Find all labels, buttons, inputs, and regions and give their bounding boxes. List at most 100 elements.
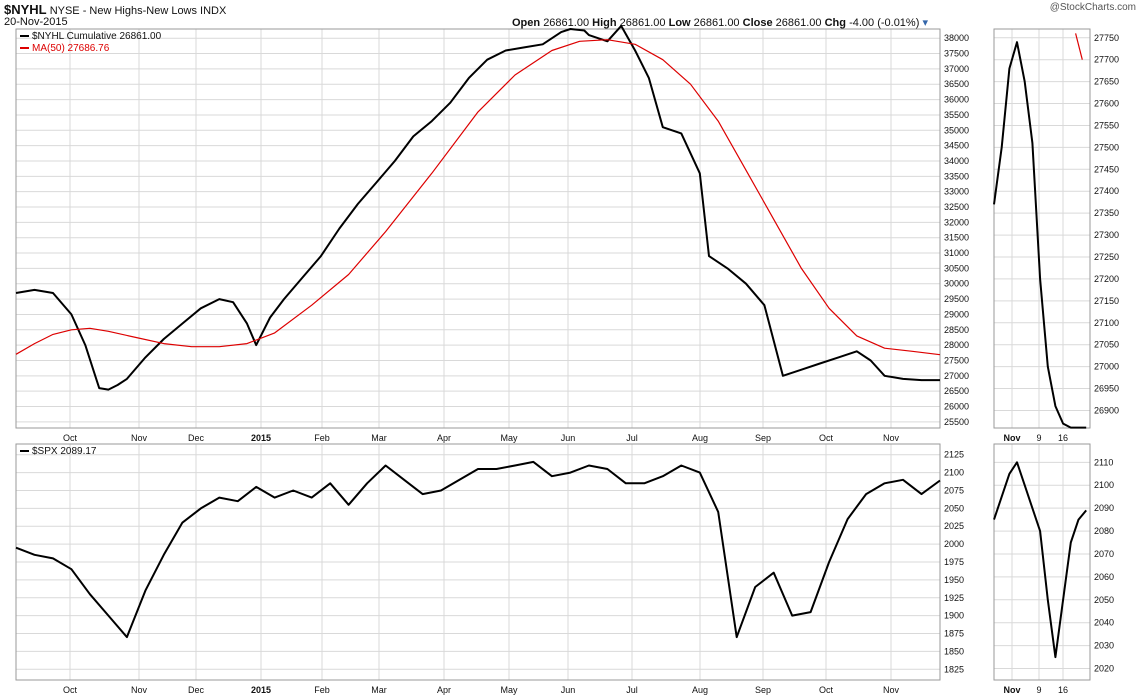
y-tick-label: 27250 [1094,252,1119,262]
legend-entry: $SPX 2089.17 [32,446,97,457]
x-tick-label: Oct [63,433,78,443]
x-tick-label: 9 [1036,685,1041,695]
y-tick-label: 1850 [944,646,964,656]
y-tick-label: 26000 [944,402,969,412]
y-tick-label: 27000 [944,371,969,381]
x-tick-label: 2015 [251,685,271,695]
chg-value: -4.00 (-0.01%) [849,17,920,29]
x-tick-label: Dec [188,685,205,695]
y-tick-label: 31000 [944,248,969,258]
price-line [15,24,940,391]
x-tick-label: Nov [883,433,900,443]
x-tick-label: Sep [755,685,771,695]
x-tick-label: Nov [1003,685,1020,695]
x-tick-label: 2015 [251,433,271,443]
y-tick-label: 27050 [1094,340,1119,350]
x-tick-label: May [500,433,518,443]
y-tick-label: 27400 [1094,186,1119,196]
symbol-description: NYSE - New Highs-New Lows INDX [49,5,227,17]
ma-line [15,39,941,356]
y-tick-label: 29000 [944,309,969,319]
y-tick-label: 1900 [944,611,964,621]
x-tick-label: Mar [371,433,387,443]
y-tick-label: 37000 [944,64,969,74]
plot-border [993,443,1091,681]
y-tick-label: 35500 [944,110,969,120]
y-tick-label: 27000 [1094,362,1119,372]
x-tick-label: May [500,685,518,695]
x-tick-label: Aug [692,685,708,695]
y-tick-label: 1950 [944,575,964,585]
chg-label: Chg [824,17,846,29]
y-tick-label: 2090 [1094,503,1114,513]
x-tick-label: Nov [1003,433,1020,443]
close-label: Close [742,17,773,29]
x-tick-label: Nov [131,433,148,443]
y-tick-label: 35000 [944,125,969,135]
x-tick-label: Feb [314,685,330,695]
y-tick-label: 1875 [944,629,964,639]
price-line [15,460,941,639]
x-tick-label: Oct [819,685,834,695]
price-line [993,461,1087,659]
x-tick-label: Jun [561,685,576,695]
x-tick-label: Feb [314,433,330,443]
x-tick-label: Apr [437,433,451,443]
y-tick-label: 30500 [944,263,969,273]
y-tick-label: 1825 [944,664,964,674]
y-tick-label: 37500 [944,49,969,59]
y-tick-label: 29500 [944,294,969,304]
x-tick-label: Dec [188,433,205,443]
y-tick-label: 27650 [1094,77,1119,87]
y-tick-label: 34000 [944,156,969,166]
x-tick-label: Sep [755,433,771,443]
y-tick-label: 27200 [1094,274,1119,284]
y-tick-label: 27100 [1094,318,1119,328]
x-tick-label: Nov [883,685,900,695]
dropdown-arrow-icon[interactable]: ▾ [922,17,928,29]
y-tick-label: 36000 [944,95,969,105]
plot-border [993,28,1091,429]
y-tick-label: 1925 [944,593,964,603]
y-tick-label: 2050 [1094,595,1114,605]
ohlc-readout: Open 26861.00 High 26861.00 Low 26861.00… [512,16,928,29]
high-value: 26861.00 [619,17,666,29]
high-label: High [592,17,617,29]
y-tick-label: 2020 [1094,664,1114,674]
y-tick-label: 27500 [944,355,969,365]
y-tick-label: 26900 [1094,405,1119,415]
y-tick-label: 28000 [944,340,969,350]
plot-border [15,28,941,429]
y-tick-label: 27500 [1094,142,1119,152]
y-tick-label: 26500 [944,386,969,396]
y-tick-label: 38000 [944,33,969,43]
y-tick-label: 36500 [944,79,969,89]
x-tick-label: Oct [63,685,78,695]
y-tick-label: 30000 [944,279,969,289]
y-tick-label: 33500 [944,171,969,181]
open-label: Open [512,17,541,29]
y-tick-label: 27550 [1094,120,1119,130]
y-tick-label: 2040 [1094,618,1114,628]
y-tick-label: 33000 [944,187,969,197]
x-tick-label: Jul [626,685,638,695]
x-tick-label: 16 [1058,685,1068,695]
y-tick-label: 27600 [1094,99,1119,109]
chart-date: 20-Nov-2015 [4,16,68,28]
y-tick-label: 2075 [944,485,964,495]
low-value: 26861.00 [693,17,740,29]
y-tick-label: 27300 [1094,230,1119,240]
y-tick-label: 2000 [944,539,964,549]
x-tick-label: Jul [626,433,638,443]
y-tick-label: 28500 [944,325,969,335]
open-value: 26861.00 [543,17,590,29]
y-tick-label: 25500 [944,417,969,427]
x-tick-label: Aug [692,433,708,443]
close-value: 26861.00 [775,17,822,29]
price-line [993,41,1087,429]
y-tick-label: 32500 [944,202,969,212]
y-tick-label: 27150 [1094,296,1119,306]
low-label: Low [668,17,691,29]
y-tick-label: 26950 [1094,384,1119,394]
